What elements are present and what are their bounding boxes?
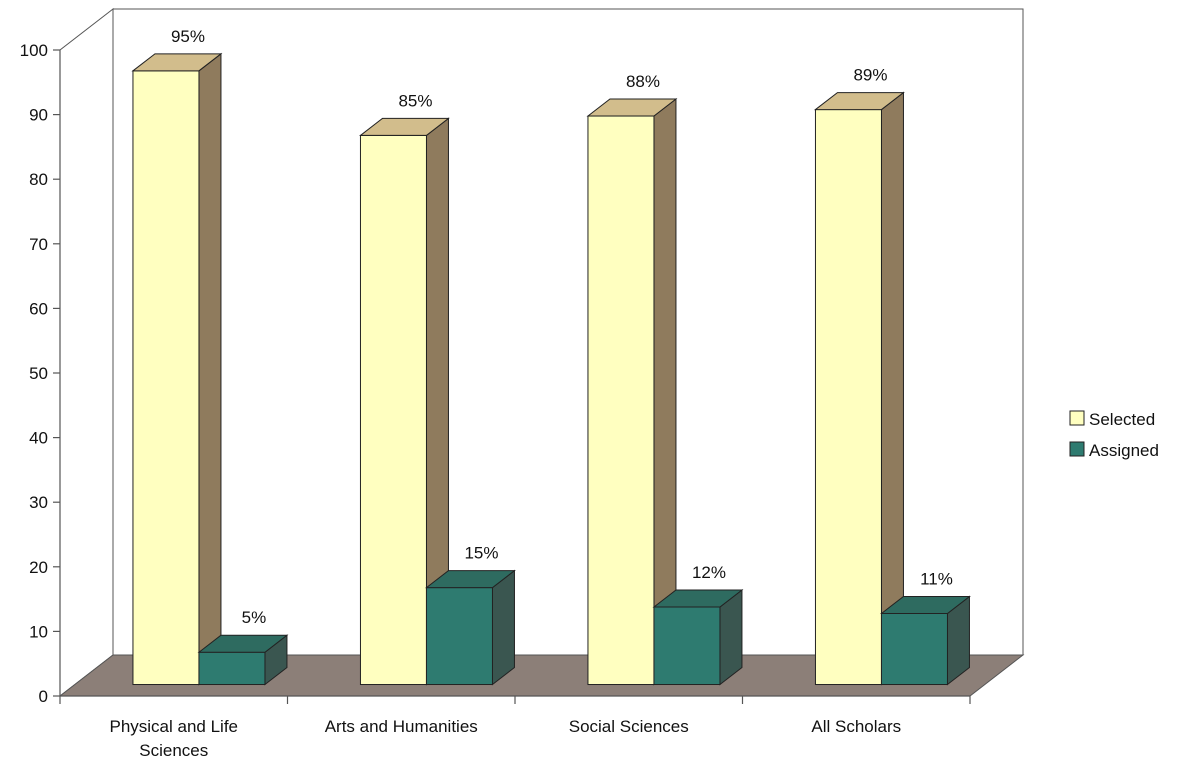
- y-tick-label: 40: [29, 429, 48, 448]
- bar-selected-0: 95%: [131, 27, 223, 686]
- data-label: 85%: [398, 91, 432, 110]
- bar-selected-1: 85%: [358, 91, 450, 686]
- legend-label: Selected: [1089, 410, 1155, 429]
- y-tick-label: 80: [29, 170, 48, 189]
- side-wall: [59, 7, 114, 698]
- x-axis: Physical and Life Sciences Arts and Humani…: [59, 695, 971, 760]
- bar-front: [880, 612, 948, 686]
- x-category-label: Arts and Humanities: [325, 717, 478, 736]
- y-tick-label: 100: [20, 41, 48, 60]
- bar-top: [358, 117, 450, 136]
- y-tick-label: 50: [29, 364, 48, 383]
- bar-selected-2: 88%: [586, 72, 678, 686]
- y-tick-label: 0: [39, 687, 48, 706]
- bar-side: [880, 91, 904, 686]
- bar-front: [359, 134, 427, 686]
- y-tick-label: 60: [29, 299, 48, 318]
- legend-item-assigned[interactable]: Assigned: [1069, 441, 1159, 460]
- legend-label: Assigned: [1089, 441, 1159, 460]
- y-tick-label: 20: [29, 558, 48, 577]
- bar-assigned-1: 15%: [424, 544, 516, 686]
- data-label: 95%: [171, 27, 205, 46]
- data-label: 89%: [853, 66, 887, 85]
- y-tick-label: 30: [29, 493, 48, 512]
- bar-front: [814, 109, 882, 686]
- y-axis: 0 10 20 30 40 50 60 70 80 90 100: [20, 41, 61, 706]
- y-tick-label: 10: [29, 622, 48, 641]
- bar-top: [197, 634, 289, 653]
- legend-swatch: [1069, 410, 1085, 426]
- x-category-label: Social Sciences: [569, 717, 689, 736]
- data-label: 11%: [920, 569, 953, 588]
- bar-side: [491, 569, 515, 686]
- data-label: 15%: [464, 544, 498, 563]
- bar-selected-3: 89%: [813, 66, 905, 686]
- data-label: 12%: [692, 563, 726, 582]
- data-label: 88%: [626, 72, 660, 91]
- bar-top: [131, 53, 223, 72]
- x-category-label: Physical and Life Sciences: [109, 717, 238, 760]
- bar-side: [198, 52, 222, 686]
- legend-swatch: [1069, 441, 1085, 457]
- bar-front: [198, 651, 266, 686]
- bar-top: [652, 589, 744, 608]
- bar-front: [132, 70, 200, 686]
- legend-item-selected[interactable]: Selected: [1069, 410, 1155, 429]
- bar-assigned-2: 12%: [652, 563, 744, 686]
- y-tick-label: 70: [29, 235, 48, 254]
- legend[interactable]: Selected Assigned: [1069, 410, 1159, 460]
- y-tick-label: 90: [29, 106, 48, 125]
- bar-top: [879, 595, 971, 614]
- data-label: 5%: [242, 608, 267, 627]
- bar-top: [586, 98, 678, 117]
- bar-front: [587, 115, 655, 686]
- bar-top: [813, 92, 905, 111]
- bar-top: [424, 570, 516, 589]
- bar-assigned-0: 5%: [197, 608, 289, 686]
- bar-front: [425, 587, 493, 686]
- bars: 95% 5% 85% 15% 88% 12% 89% 11%: [131, 27, 971, 686]
- bar-assigned-3: 11%: [879, 569, 971, 686]
- x-category-label: All Scholars: [811, 717, 901, 736]
- bar-front: [653, 606, 721, 686]
